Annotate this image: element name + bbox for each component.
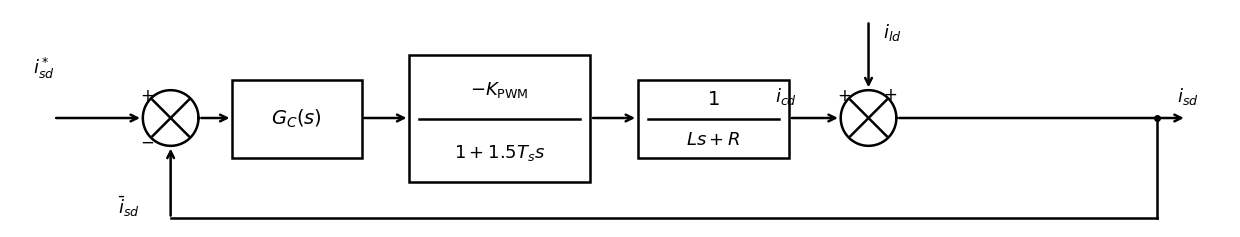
Text: $\bar{i}_{sd}$: $\bar{i}_{sd}$ xyxy=(118,194,140,219)
Text: +: + xyxy=(883,86,898,104)
Bar xyxy=(409,55,590,182)
Text: +: + xyxy=(838,87,852,105)
Text: $G_C(s)$: $G_C(s)$ xyxy=(272,108,322,130)
Text: $-K_{\mathrm{PWM}}$: $-K_{\mathrm{PWM}}$ xyxy=(470,80,529,100)
Text: $i_{ld}$: $i_{ld}$ xyxy=(883,22,901,43)
Text: $i^*_{sd}$: $i^*_{sd}$ xyxy=(33,56,55,81)
Bar xyxy=(232,80,362,158)
Text: $1$: $1$ xyxy=(707,91,719,109)
Text: $i_{cd}$: $i_{cd}$ xyxy=(775,86,797,107)
Text: $Ls+R$: $Ls+R$ xyxy=(686,131,740,149)
Text: $-$: $-$ xyxy=(140,133,154,151)
Text: $i_{sd}$: $i_{sd}$ xyxy=(1177,86,1198,107)
Bar xyxy=(637,80,789,158)
Text: $1+1.5T_s s$: $1+1.5T_s s$ xyxy=(454,143,546,163)
Text: +: + xyxy=(140,87,154,105)
